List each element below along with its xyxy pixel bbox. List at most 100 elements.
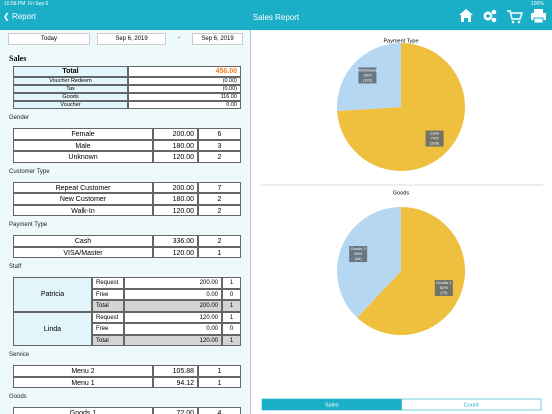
tab[interactable]: [401, 398, 542, 411]
section-title: Customer Type: [9, 168, 50, 175]
sales-value: 0.00: [128, 101, 241, 109]
sales-label: Voucher Redeem: [13, 77, 128, 85]
row-amount: 105.88: [153, 365, 198, 377]
staff-type: Free: [92, 288, 124, 300]
back-button[interactable]: ❮ Report: [3, 12, 36, 21]
staff-amount: 200.00: [124, 277, 222, 289]
status-time: 10:58 PM: [4, 1, 26, 7]
cart-icon[interactable]: [507, 10, 524, 24]
sales-value: 456.00: [128, 66, 241, 77]
row-amount: 336.00: [153, 235, 198, 247]
status-date: Fri Sep 6: [28, 1, 49, 7]
back-chevron: ❮: [3, 12, 12, 21]
row-count: 1: [198, 246, 241, 258]
sales-value: 116.00: [128, 93, 241, 101]
row-name: Repeat Customer: [13, 181, 153, 193]
to-date[interactable]: Sep 6, 2019: [192, 33, 243, 45]
sales-value: (0.00): [128, 77, 241, 85]
status-battery: 100%: [531, 1, 544, 7]
section-title: Payment Type: [9, 222, 48, 228]
staff-name: Patricia: [13, 277, 92, 312]
sales-title: Sales: [9, 54, 27, 63]
staff-count: 0: [222, 288, 241, 300]
pie-label: (336): [430, 141, 440, 146]
row-name: Walk-In: [13, 204, 153, 216]
row-count: 2: [198, 193, 241, 205]
staff-name: Linda: [13, 311, 92, 346]
preset-button[interactable]: Today: [8, 33, 90, 45]
row-count: 2: [198, 151, 241, 163]
row-amount: 120.00: [153, 246, 198, 258]
pie-label-box: [358, 67, 377, 84]
print-icon[interactable]: [531, 9, 546, 24]
pie-label: Goods 2: [351, 246, 367, 251]
sales-label: Total: [13, 66, 128, 77]
pie-label: 26%: [363, 73, 371, 78]
row-count: 3: [198, 139, 241, 151]
staff-amount: 120.00: [124, 334, 222, 346]
row-count: 1: [198, 376, 241, 388]
pie-label-box: [425, 130, 444, 147]
staff-count: 1: [222, 334, 241, 346]
staff-amount: 120.00: [124, 311, 222, 323]
staff-type: Total: [92, 334, 124, 346]
tab-label: Count: [464, 402, 479, 408]
row-amount: 120.00: [153, 151, 198, 163]
pie-label: (72): [440, 290, 448, 295]
row-name: Cash: [13, 235, 153, 247]
section-title: Goods: [9, 394, 27, 400]
sales-label: Goods: [13, 93, 128, 101]
pie-label: 74%: [431, 136, 439, 141]
chart-title: Goods: [393, 190, 409, 196]
pie-label-box: [434, 279, 453, 296]
staff-count: 1: [222, 277, 241, 289]
row-name: Menu 2: [13, 365, 153, 377]
staff-type: Request: [92, 277, 124, 289]
row-amount: 180.00: [153, 193, 198, 205]
left-panel: Today Sep 6, 2019- Sep 6, 2019 Sales Total 45…: [0, 30, 250, 414]
row-name: Male: [13, 139, 153, 151]
row-count: 4: [198, 407, 241, 414]
pie-label: Goods 1: [436, 280, 452, 285]
section-title: Gender: [9, 115, 30, 121]
row-count: 2: [198, 235, 241, 247]
staff-count: 0: [222, 323, 241, 335]
back-label: Report: [11, 12, 36, 21]
sales-label: Tax: [13, 85, 128, 93]
nav-title: Sales Report: [252, 13, 300, 22]
row-name: New Customer: [13, 193, 153, 205]
pie-slice: [337, 207, 401, 318]
chart-title: Payment Type: [383, 38, 418, 44]
staff-type: Request: [92, 311, 124, 323]
row-count: 1: [198, 365, 241, 377]
row-amount: 94.12: [153, 376, 198, 388]
divider: [250, 30, 251, 414]
pie-slice: [357, 207, 465, 335]
pie-label: VISA/Master: [356, 68, 379, 73]
staff-amount: 0.00: [124, 288, 222, 300]
section-title: Staff: [9, 264, 22, 270]
home-icon[interactable]: [459, 9, 473, 22]
sales-label: Voucher: [13, 101, 128, 109]
sales-value: (0.00): [128, 85, 241, 93]
pie-label-box: [349, 246, 368, 263]
settings-icon[interactable]: [483, 9, 497, 23]
pie-label: 38%: [354, 251, 362, 256]
staff-amount: 0.00: [124, 323, 222, 335]
staff-type: Free: [92, 323, 124, 335]
row-count: 2: [198, 204, 241, 216]
row-amount: 180.00: [153, 139, 198, 151]
row-name: Female: [13, 128, 153, 140]
date-separator: -: [178, 35, 180, 41]
row-amount: 200.00: [153, 181, 198, 193]
row-name: Menu 1: [13, 376, 153, 388]
row-name: Goods 1: [13, 407, 153, 414]
from-date[interactable]: Sep 6, 2019: [97, 33, 166, 45]
row-count: 7: [198, 181, 241, 193]
row-amount: 200.00: [153, 128, 198, 140]
staff-count: 1: [222, 311, 241, 323]
pie-label: (120): [363, 78, 373, 83]
pie-label: (44): [355, 256, 363, 261]
